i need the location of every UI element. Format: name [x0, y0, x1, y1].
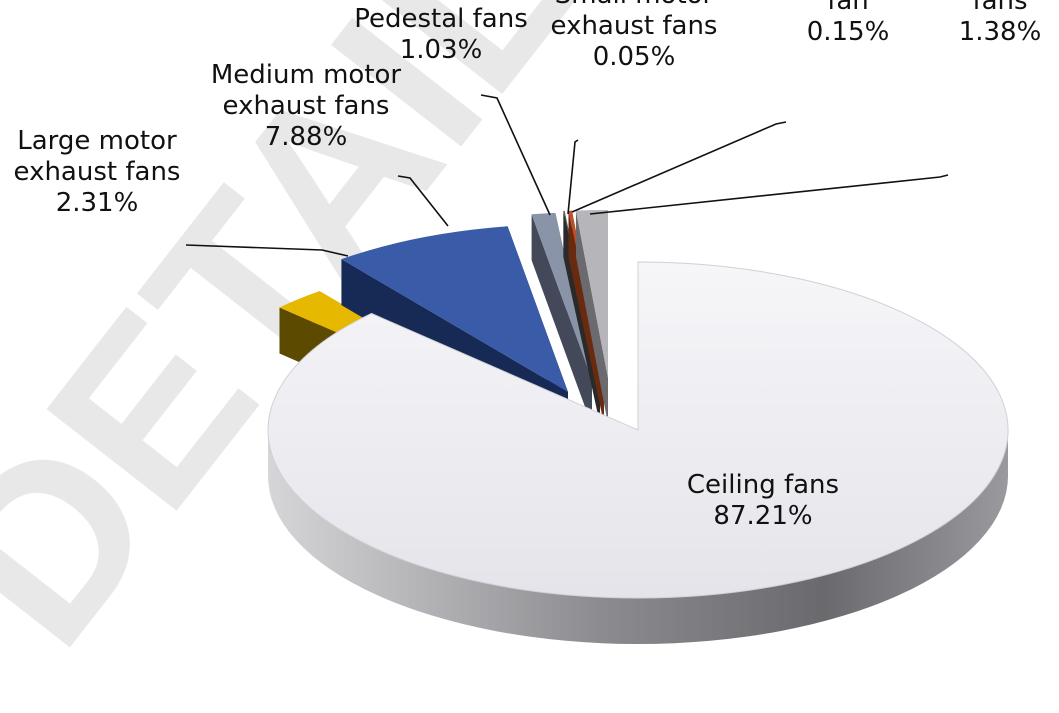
- pie-slices: [267, 210, 1009, 644]
- slice-label: Wallmountedfans1.38%: [942, 0, 1059, 47]
- leader-line: [567, 139, 579, 215]
- pie-slice: [531, 212, 592, 426]
- slice-label: Large motor exhaust fans 2.31%: [14, 126, 181, 218]
- pie-slice: [575, 210, 608, 424]
- slice-name-label: Pedestal fans: [354, 4, 528, 34]
- slice-label: Tablefan0.15%: [807, 0, 890, 47]
- slice-top: [531, 212, 592, 380]
- slice-value-label: 87.21%: [713, 501, 812, 531]
- slice-face: [531, 214, 592, 426]
- pie-slice: [267, 261, 1009, 644]
- slice-labels: Ceiling fans 87.21%Large motor exhaust fan…: [14, 0, 1059, 531]
- slice-value-label: 7.88%: [265, 122, 348, 152]
- leader-line: [589, 174, 949, 215]
- slice-value-label: 0.15%: [807, 17, 890, 47]
- slice-value-label: 0.05%: [593, 42, 676, 72]
- slice-name-label: Small motor: [555, 0, 714, 10]
- slice-top: [341, 226, 568, 392]
- slice-name-label: exhaust fans: [551, 11, 718, 41]
- slice-name-label: Large motor: [17, 126, 177, 156]
- slice-name-label: Ceiling fans: [687, 470, 839, 500]
- slice-value-label: 1.03%: [400, 35, 483, 65]
- slice-value-label: 2.31%: [56, 188, 139, 218]
- slice-label: Pedestal fans 1.03%: [354, 4, 528, 65]
- slice-name-label: Medium motor: [211, 60, 402, 90]
- slice-label: Ceiling fans 87.21%: [687, 470, 839, 531]
- slice-name-label: fan: [827, 0, 869, 16]
- slice-name-label: fans: [972, 0, 1027, 16]
- slice-side: [268, 430, 1008, 644]
- slice-face: [575, 210, 608, 424]
- leader-line: [571, 121, 787, 213]
- leader-line: [185, 244, 349, 257]
- slice-top: [575, 210, 608, 378]
- leader-lines: [185, 94, 949, 257]
- leader-line: [397, 175, 449, 227]
- leader-line: [480, 94, 551, 216]
- slice-name-label: exhaust fans: [14, 157, 181, 187]
- slice-top: [267, 261, 1009, 599]
- slice-value-label: 1.38%: [959, 17, 1042, 47]
- slice-name-label: exhaust fans: [223, 91, 390, 121]
- slice-label: Medium motor exhaust fans 7.88%: [211, 60, 402, 152]
